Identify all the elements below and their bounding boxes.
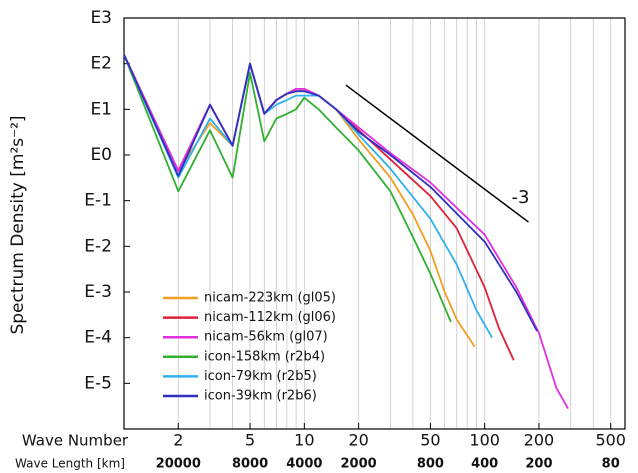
x-tick-label: 500 [595, 431, 626, 450]
y-tick-label: E-2 [84, 236, 112, 256]
legend-label: icon-79km (r2b5) [204, 369, 317, 384]
y-tick-label: E-5 [84, 373, 112, 393]
x2-tick-label: 20000 [156, 457, 201, 472]
x2-tick-label: 80 [602, 457, 620, 472]
series-line [123, 54, 452, 323]
x-axis-title: Wave Number [22, 432, 129, 450]
legend-label: nicam-56km (gl07) [204, 330, 328, 345]
x-tick-label: 100 [469, 431, 500, 450]
x2-tick-label: 2000 [341, 457, 377, 472]
legend-label: icon-39km (r2b6) [204, 389, 317, 404]
series-line [123, 54, 493, 339]
x-tick-label: 10 [294, 431, 314, 450]
series-line [123, 54, 538, 332]
x2-tick-label: 200 [525, 457, 552, 472]
legend-label: icon-158km (r2b4) [204, 349, 325, 364]
x-tick-label: 20 [348, 431, 368, 450]
y-tick-label: E2 [90, 54, 112, 74]
x2-tick-label: 4000 [286, 457, 322, 472]
x2-axis-title: Wave Length [km] [15, 457, 125, 471]
y-tick-label: E0 [90, 145, 112, 165]
y-tick-label: E-4 [84, 328, 112, 348]
x2-tick-label: 400 [471, 457, 498, 472]
y-tick-label: E-1 [84, 191, 112, 211]
x2-tick-label: 8000 [232, 457, 268, 472]
reference-line [345, 84, 529, 223]
annotation: -3 [512, 187, 530, 208]
y-tick-label: E1 [90, 99, 112, 119]
y-tick-label: E3 [90, 8, 112, 28]
x-tick-label: 5 [245, 431, 255, 450]
x-tick-label: 2 [173, 431, 183, 450]
legend-label: nicam-112km (gl06) [204, 310, 336, 325]
y-axis-title: Spectrum Density [m²s⁻²] [8, 115, 28, 334]
x-tick-label: 50 [420, 431, 440, 450]
x2-tick-label: 800 [417, 457, 444, 472]
series-line [123, 54, 569, 410]
plot-frame [123, 17, 626, 430]
x-tick-label: 200 [524, 431, 555, 450]
legend-label: nicam-223km (gl05) [204, 291, 336, 306]
y-tick-label: E-3 [84, 282, 112, 302]
